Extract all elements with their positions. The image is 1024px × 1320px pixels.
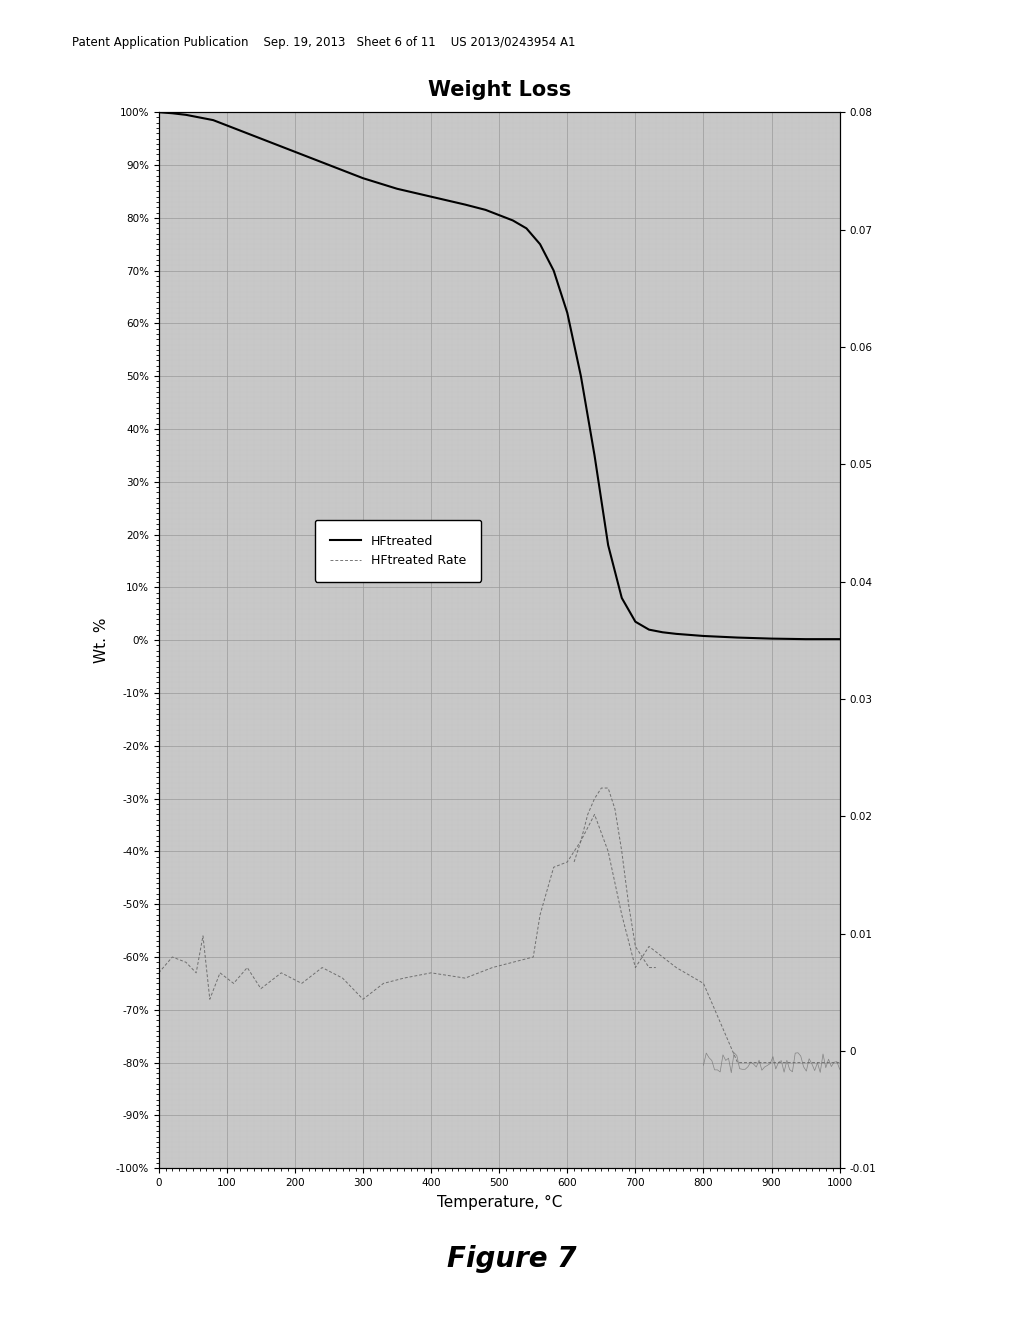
HFtreated Rate — [697, 975, 710, 991]
Legend: HFtreated, HFtreated Rate: HFtreated, HFtreated Rate — [314, 520, 481, 582]
HFtreated — [357, 170, 370, 186]
HFtreated Rate — [425, 965, 437, 981]
X-axis label: Temperature, °C: Temperature, °C — [436, 1195, 562, 1210]
HFtreated Rate — [459, 970, 471, 986]
HFtreated Rate — [615, 907, 628, 923]
HFtreated — [275, 139, 288, 154]
HFtreated Rate — [731, 1055, 743, 1071]
HFtreated — [166, 106, 178, 121]
HFtreated Rate — [589, 807, 601, 822]
HFtreated — [684, 627, 696, 643]
HFtreated — [459, 197, 471, 213]
HFtreated Rate — [214, 965, 226, 981]
HFtreated Rate — [153, 965, 165, 981]
HFtreated — [602, 537, 614, 553]
HFtreated — [643, 622, 655, 638]
HFtreated — [180, 107, 193, 123]
Line: HFtreated: HFtreated — [159, 112, 840, 639]
HFtreated Rate — [834, 1055, 846, 1071]
Text: Patent Application Publication    Sep. 19, 2013   Sheet 6 of 11    US 2013/02439: Patent Application Publication Sep. 19, … — [72, 36, 575, 49]
HFtreated — [766, 631, 778, 647]
HFtreated Rate — [507, 954, 519, 970]
HFtreated Rate — [275, 965, 288, 981]
HFtreated — [629, 614, 641, 630]
HFtreated — [207, 112, 219, 128]
HFtreated Rate — [527, 949, 540, 965]
HFtreated — [561, 305, 573, 321]
HFtreated Rate — [180, 954, 193, 970]
HFtreated — [494, 207, 506, 223]
HFtreated — [731, 630, 743, 645]
HFtreated Rate — [241, 960, 253, 975]
HFtreated — [520, 220, 532, 236]
HFtreated Rate — [602, 843, 614, 859]
HFtreated Rate — [337, 970, 349, 986]
HFtreated — [234, 123, 247, 139]
HFtreated Rate — [255, 981, 267, 997]
HFtreated Rate — [197, 928, 209, 944]
Y-axis label: Wt. %: Wt. % — [94, 618, 109, 663]
HFtreated — [834, 631, 846, 647]
HFtreated Rate — [656, 949, 669, 965]
HFtreated — [534, 236, 546, 252]
HFtreated Rate — [561, 854, 573, 870]
HFtreated Rate — [486, 960, 499, 975]
HFtreated Rate — [397, 970, 410, 986]
HFtreated — [479, 202, 492, 218]
HFtreated — [391, 181, 403, 197]
HFtreated — [255, 131, 267, 147]
HFtreated Rate — [316, 960, 329, 975]
Title: Weight Loss: Weight Loss — [428, 79, 570, 99]
HFtreated — [323, 157, 335, 173]
HFtreated Rate — [296, 975, 308, 991]
HFtreated — [289, 144, 301, 160]
HFtreated — [615, 590, 628, 606]
HFtreated — [670, 626, 682, 642]
HFtreated Rate — [574, 833, 587, 849]
HFtreated Rate — [204, 991, 216, 1007]
HFtreated Rate — [766, 1055, 778, 1071]
HFtreated — [221, 117, 233, 133]
HFtreated — [656, 624, 669, 640]
HFtreated — [589, 447, 601, 463]
HFtreated — [800, 631, 812, 647]
HFtreated — [548, 263, 560, 279]
HFtreated Rate — [629, 960, 641, 975]
HFtreated Rate — [227, 975, 240, 991]
HFtreated — [153, 104, 165, 120]
HFtreated Rate — [190, 965, 203, 981]
Text: Figure 7: Figure 7 — [447, 1245, 577, 1274]
HFtreated Rate — [548, 859, 560, 875]
HFtreated Rate — [534, 907, 546, 923]
HFtreated Rate — [377, 975, 389, 991]
HFtreated — [425, 189, 437, 205]
HFtreated Rate — [800, 1055, 812, 1071]
HFtreated — [194, 110, 206, 125]
HFtreated — [697, 628, 710, 644]
HFtreated — [507, 213, 519, 228]
HFtreated Rate — [643, 939, 655, 954]
Line: HFtreated Rate: HFtreated Rate — [159, 814, 840, 1063]
HFtreated — [574, 368, 587, 384]
HFtreated Rate — [357, 991, 370, 1007]
HFtreated Rate — [166, 949, 178, 965]
HFtreated Rate — [670, 960, 682, 975]
